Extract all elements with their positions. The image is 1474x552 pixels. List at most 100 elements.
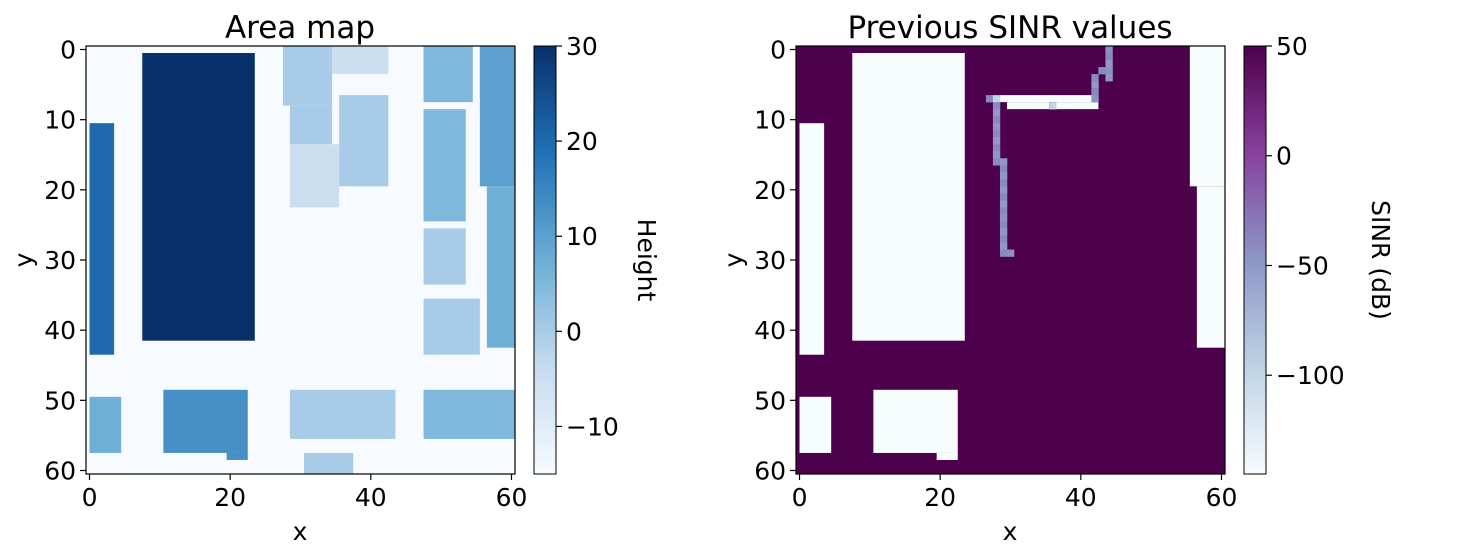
y-tick-label: 60 [754, 456, 786, 485]
heatmap-region [332, 46, 389, 75]
x-tick-label: 20 [214, 483, 246, 512]
trajectory-cell [1105, 60, 1113, 68]
y-tick-label: 20 [44, 176, 76, 205]
y-tick-label: 10 [44, 106, 76, 135]
sinr-x-ticks: 0 20 40 60 [792, 474, 1238, 512]
heatmap-region [289, 389, 396, 439]
heatmap-region [226, 452, 248, 460]
heatmap-region [89, 123, 115, 355]
colorbar-tick-label: −10 [566, 412, 619, 441]
y-tick-label: 30 [44, 246, 76, 275]
heatmap-region [339, 95, 389, 187]
trajectory-cell [1049, 102, 1057, 110]
x-tick-label: 20 [924, 483, 956, 512]
colorbar-tick-label: −100 [1276, 361, 1345, 390]
y-tick-label: 20 [754, 176, 786, 205]
trajectory-cell [1091, 88, 1099, 96]
trajectory-cell [999, 193, 1008, 201]
area-map-x-ticks: 0 20 40 60 [82, 474, 528, 512]
sinr-colorbar-label: SINR (dB) [1366, 200, 1395, 320]
trajectory-cell [1091, 74, 1099, 82]
trajectory-cell [999, 214, 1008, 222]
trajectory-cell [999, 235, 1008, 243]
heatmap-region [282, 46, 333, 106]
colorbar-tick-label: −50 [1276, 251, 1329, 280]
trajectory-cell [992, 158, 1001, 166]
y-tick-label: 50 [754, 386, 786, 415]
y-tick-label: 0 [60, 36, 76, 65]
heatmap-region [873, 389, 958, 453]
heatmap-region [89, 396, 122, 453]
heatmap-region [999, 95, 1099, 103]
heatmap-region [1189, 46, 1225, 187]
x-tick-label: 0 [792, 483, 808, 512]
colorbar-tick-label: 0 [566, 317, 582, 346]
y-tick-label: 30 [754, 246, 786, 275]
area-map-chart: Area map 0 20 40 60 0 10 20 30 40 50 60 x y 30 20 1… [9, 10, 661, 546]
heatmap-region [423, 298, 480, 355]
x-tick-label: 40 [355, 483, 387, 512]
trajectory-cell [1105, 53, 1113, 61]
trajectory-cell [999, 228, 1008, 236]
heatmap-region [936, 452, 958, 460]
trajectory-cell [1105, 74, 1113, 82]
y-tick-label: 50 [44, 386, 76, 415]
trajectory-cell [1091, 81, 1099, 89]
area-map-y-label: y [9, 252, 38, 267]
trajectory-cell [999, 186, 1008, 194]
heatmap-region [423, 228, 466, 285]
colorbar-tick-label: 50 [1276, 32, 1308, 61]
heatmap-region [423, 389, 515, 439]
trajectory-cell [999, 172, 1008, 180]
trajectory-cell [992, 102, 1001, 110]
trajectory-cell [999, 242, 1008, 250]
heatmap-region [163, 389, 248, 453]
heatmap-region [486, 186, 515, 348]
trajectory-cell [992, 123, 1001, 131]
y-tick-label: 40 [44, 316, 76, 345]
area-map-x-label: x [293, 517, 308, 546]
trajectory-cell [999, 249, 1008, 257]
trajectory-cell [1105, 46, 1113, 54]
trajectory-cell [992, 144, 1001, 152]
colorbar-tick-label: 0 [1276, 142, 1292, 171]
x-tick-label: 60 [1206, 483, 1238, 512]
heatmap-region [289, 105, 333, 145]
area-map-title: Area map [225, 10, 375, 46]
heatmap-region [1006, 102, 1050, 110]
y-tick-label: 60 [44, 456, 76, 485]
area-map-heatmap [86, 46, 515, 474]
sinr-chart: Previous SINR values 0 20 40 60 0 10 20 30 40 50… [719, 10, 1395, 546]
trajectory-cell [992, 130, 1001, 138]
heatmap-region [799, 123, 825, 355]
heatmap-region [304, 452, 354, 474]
heatmap-region [423, 109, 466, 222]
sinr-x-label: x [1003, 517, 1018, 546]
trajectory-cell [1105, 67, 1113, 75]
heatmap-region [479, 46, 515, 187]
heatmap-region [423, 46, 473, 103]
x-tick-label: 0 [82, 483, 98, 512]
area-map-colorbar-label: Height [632, 219, 661, 302]
sinr-y-label: y [719, 252, 748, 267]
trajectory-cell [1091, 95, 1099, 103]
trajectory-cell [992, 137, 1001, 145]
trajectory-cell [992, 95, 1001, 103]
colorbar-tick-label: 20 [566, 127, 598, 156]
y-tick-label: 10 [754, 106, 786, 135]
trajectory-cell [999, 207, 1008, 215]
heatmap-region [1196, 186, 1225, 348]
sinr-heatmap [796, 46, 1225, 474]
x-tick-label: 60 [496, 483, 528, 512]
sinr-colorbar [1243, 45, 1267, 475]
trajectory-cell [999, 158, 1008, 166]
x-tick-label: 40 [1065, 483, 1097, 512]
area-map-colorbar-ticks: 30 20 10 0 −10 [556, 32, 619, 441]
trajectory-cell [992, 109, 1001, 117]
heatmap-region [142, 53, 255, 341]
trajectory-cell [1098, 67, 1106, 75]
trajectory-cell [999, 165, 1008, 173]
heatmap-region [1056, 102, 1099, 110]
trajectory-cell [985, 95, 994, 103]
